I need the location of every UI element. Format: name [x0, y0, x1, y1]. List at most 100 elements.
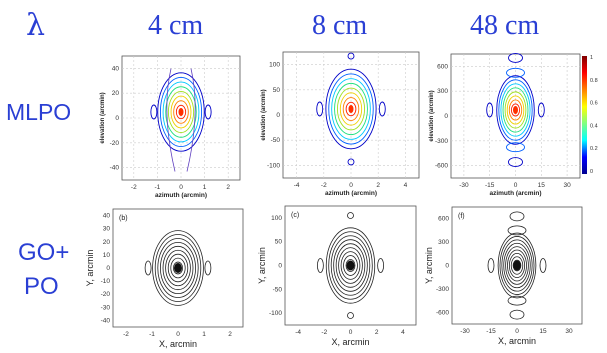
mlpo-4cm-contour-plot: -2 -1 0 1 2 40 20 0 -20 -40 azimuth (arcmin) elevat…	[100, 55, 241, 199]
contour-line	[157, 72, 205, 152]
beam-peak	[513, 260, 521, 271]
contour-line	[162, 81, 200, 143]
column-label-48cm: 48 cm	[470, 10, 540, 41]
x-tick-label: -15	[486, 328, 496, 335]
contour-line	[333, 239, 368, 292]
y-tick-label: -50	[271, 137, 281, 144]
row-label-gopo-line1: GO+	[18, 239, 70, 266]
x-tick-label: 30	[565, 328, 573, 335]
side-lobe-contour	[316, 101, 324, 117]
side-lobe-contour	[539, 258, 547, 273]
y-tick-label: 30	[103, 226, 111, 233]
colorbar-gradient	[582, 56, 587, 174]
outer-lobe-contour	[347, 158, 355, 166]
contour-line	[328, 73, 374, 145]
colorbar-tick-label: 0.6	[590, 101, 598, 107]
contour-line	[162, 245, 194, 291]
y-tick-label: 0	[106, 265, 110, 272]
y-tick-label: -40	[110, 165, 120, 172]
lambda-label: λ	[26, 8, 46, 43]
mlpo-8cm-contour-plot: -4 -2 0 2 4 100 50 0 -50 -100 azimuth (arcmin) elev…	[261, 51, 420, 197]
side-lobe-contour	[150, 104, 158, 120]
y-tick-label: 100	[269, 62, 280, 69]
panel-tag: (f)	[458, 213, 465, 220]
x-axis-label: X, arcmin	[331, 337, 369, 347]
x-tick-label: 0	[515, 328, 519, 335]
x-tick-label: 15	[539, 328, 547, 335]
x-tick-label: 2	[226, 184, 230, 191]
x-tick-label: 2	[228, 331, 232, 338]
y-axis-label: elevation (arcmin)	[100, 92, 106, 143]
contour-line	[157, 238, 199, 298]
contour-line	[345, 101, 357, 117]
contour-line	[503, 242, 531, 289]
outer-tail-contour	[166, 68, 196, 172]
x-tick-label: -30	[459, 182, 469, 189]
x-tick-label: 4	[404, 182, 408, 189]
contour-line	[167, 90, 195, 134]
y-tick-label: 20	[103, 239, 111, 246]
x-tick-label: 30	[563, 182, 571, 189]
colorbar-tick-label: 0.8	[590, 78, 598, 84]
x-tick-label: 0	[514, 182, 518, 189]
contour-line	[328, 231, 373, 300]
beam-peak	[174, 263, 182, 273]
y-tick-label: 300	[438, 239, 449, 246]
contour-line	[338, 247, 363, 284]
contour-line	[170, 257, 186, 279]
contour-line	[342, 97, 360, 121]
side-lobe-contour	[377, 258, 385, 273]
colorbar: 1 0.8 0.6 0.4 0.2 0	[582, 55, 598, 175]
x-tick-label: 2	[376, 182, 380, 189]
x-tick-label: -1	[155, 184, 161, 191]
side-lobe-contour	[487, 258, 495, 273]
contour-line	[173, 100, 189, 124]
x-axis-label: azimuth (arcmin)	[325, 190, 377, 197]
x-tick-label: -2	[123, 331, 129, 338]
y-axis-label: elevation (arcmin)	[261, 89, 267, 140]
x-axis-label: X, arcmin	[498, 336, 536, 346]
beam-peak	[346, 260, 355, 271]
contour-line	[510, 103, 521, 117]
row-label-gopo-line2: PO	[24, 273, 59, 300]
y-tick-label: 50	[273, 87, 281, 94]
gopo-8cm-contour-plot: -4 -2 0 2 4 100 50 0 -50 -100 X, arcmin Y, arcmin (c…	[257, 205, 417, 347]
x-tick-label: 0	[179, 184, 183, 191]
contour-line	[165, 249, 191, 287]
contour-line	[508, 99, 523, 121]
contour-line	[335, 243, 366, 288]
contour-line	[507, 249, 527, 282]
y-tick-label: -600	[435, 163, 448, 170]
contour-line	[497, 232, 537, 299]
contour-line	[501, 239, 533, 292]
y-tick-label: 0	[444, 113, 448, 120]
contour-line	[336, 87, 366, 131]
x-tick-label: -1	[149, 331, 155, 338]
outer-lobe-contour	[508, 52, 523, 63]
outer-lobe-contour	[506, 142, 525, 153]
y-tick-label: 40	[103, 213, 111, 220]
panel-tag: (c)	[291, 212, 299, 219]
contour-line	[173, 261, 184, 275]
contour-line	[502, 87, 529, 133]
contour-line	[512, 259, 522, 272]
outer-lobe-contour	[509, 309, 525, 320]
x-tick-label: -2	[321, 182, 327, 189]
y-tick-label: 600	[437, 63, 448, 70]
outer-lobe-contour	[347, 212, 354, 219]
outer-lobe-contour	[347, 52, 355, 60]
outer-lobe-contour	[509, 211, 525, 222]
column-label-4cm: 4 cm	[148, 10, 204, 41]
y-tick-label: 0	[445, 263, 449, 270]
y-tick-label: -600	[436, 309, 449, 316]
x-axis-label: X, arcmin	[159, 339, 197, 349]
y-tick-label: 50	[275, 239, 283, 246]
contour-line	[510, 256, 524, 275]
y-tick-label: -10	[101, 278, 111, 285]
x-tick-label: -2	[321, 329, 327, 336]
panel-tag: (b)	[119, 215, 128, 222]
contour-line	[175, 104, 187, 120]
contour-line	[339, 92, 363, 126]
y-tick-label: -300	[435, 138, 448, 145]
y-tick-label: -100	[267, 162, 280, 169]
